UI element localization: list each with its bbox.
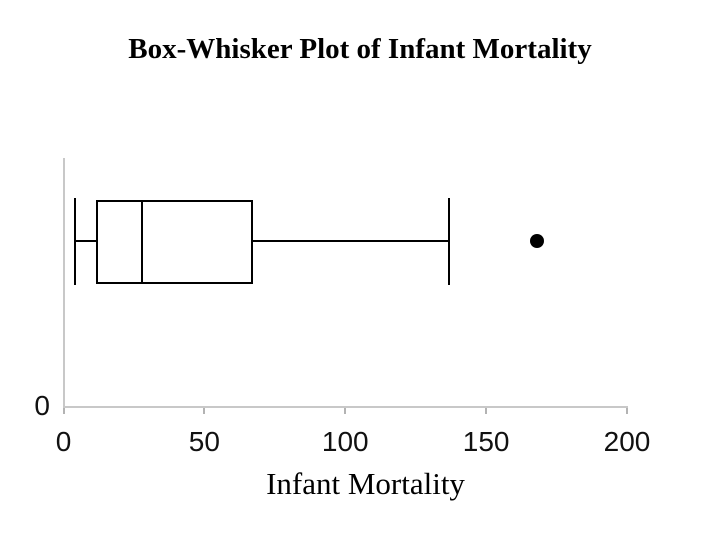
x-axis-tick-mark: [344, 408, 347, 414]
whisker-line-right: [252, 240, 450, 242]
x-axis-tick-mark: [485, 408, 488, 414]
chart-title: Box-Whisker Plot of Infant Mortality: [128, 33, 592, 65]
whisker-cap-max: [448, 198, 451, 285]
whisker-line-left: [74, 240, 98, 242]
x-axis-tick-label: 150: [462, 426, 510, 457]
x-axis-tick-label: 50: [188, 426, 220, 457]
y-axis-line: [62, 158, 65, 414]
whisker-cap-min: [73, 198, 76, 285]
x-axis-tick-label: 100: [321, 426, 369, 457]
x-axis-line: [62, 406, 628, 408]
x-axis-title: Infant Mortality: [266, 466, 465, 501]
outlier-point: [529, 234, 544, 248]
x-axis-tick-mark: [626, 408, 628, 414]
median-line: [141, 200, 144, 284]
x-axis-tick-mark: [203, 408, 206, 414]
x-axis-tick-label: 200: [603, 426, 651, 457]
y-axis-tick-label: 0: [34, 390, 50, 421]
x-axis-tick-mark: [62, 408, 65, 414]
iqr-box: [96, 200, 254, 284]
x-axis-tick-label: 0: [55, 426, 72, 457]
